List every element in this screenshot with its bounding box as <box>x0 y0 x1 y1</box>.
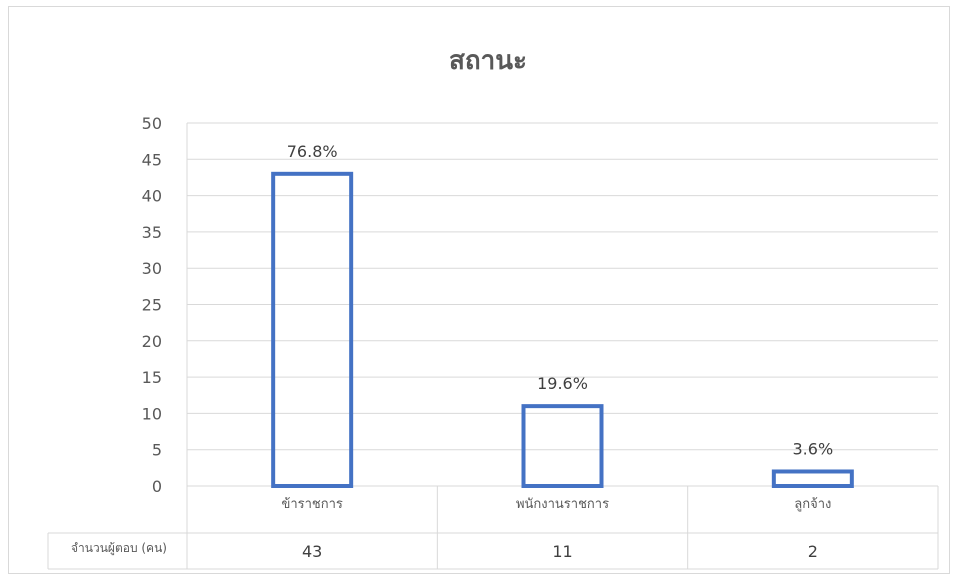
y-tick-label: 35 <box>142 223 162 242</box>
data-table: จำนวนผู้ตอบ (คน) ข้าราชการ 43 พนักงานราชกา… <box>47 486 939 570</box>
data-table-row-header: จำนวนผู้ตอบ (คน) <box>71 541 167 556</box>
y-tick-label: 20 <box>142 332 162 351</box>
chart-frame <box>8 6 950 574</box>
chart-title: สถานะ <box>449 46 527 76</box>
y-tick-label: 40 <box>142 187 162 206</box>
data-table-value: 2 <box>808 542 818 561</box>
data-table-value: 43 <box>302 542 322 561</box>
y-axis-ticks: 0 5 10 15 20 25 30 35 40 45 50 <box>142 114 162 496</box>
data-label: 19.6% <box>537 374 588 393</box>
y-tick-label: 5 <box>152 441 162 460</box>
bar <box>521 404 604 489</box>
y-tick-label: 45 <box>142 150 162 169</box>
data-label: 76.8% <box>287 142 338 161</box>
bar <box>771 469 854 489</box>
gridlines <box>186 122 938 487</box>
data-table-value: 11 <box>552 542 572 561</box>
y-tick-label: 30 <box>142 259 162 278</box>
y-tick-label: 10 <box>142 404 162 423</box>
bars <box>271 171 854 489</box>
y-tick-label: 50 <box>142 114 162 133</box>
data-label: 3.6% <box>793 439 834 458</box>
y-tick-label: 15 <box>142 368 162 387</box>
bar <box>271 171 354 488</box>
x-category-label: ข้าราชการ <box>281 497 342 512</box>
data-labels: 76.8% 19.6% 3.6% <box>287 142 833 459</box>
x-category-label: พนักงานราชการ <box>516 497 609 512</box>
x-category-label: ลูกจ้าง <box>794 497 831 512</box>
y-tick-label: 25 <box>142 296 162 315</box>
y-tick-label: 0 <box>152 477 162 496</box>
